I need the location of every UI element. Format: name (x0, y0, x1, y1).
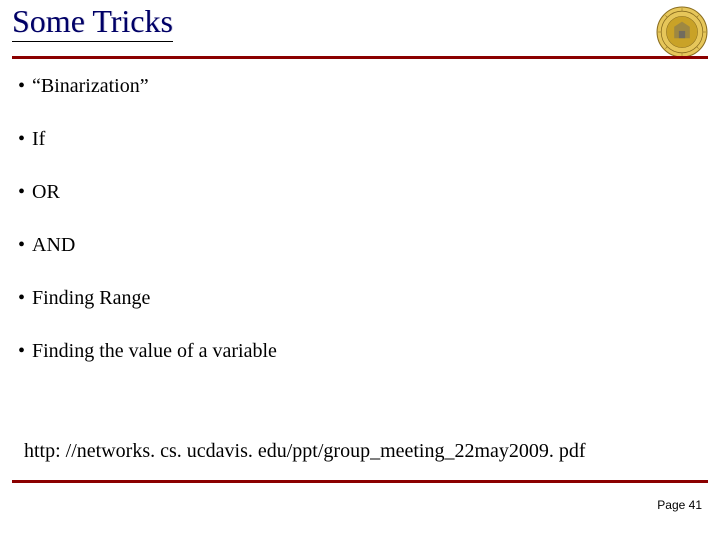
slide: Some Tricks •“Binarization” •If •OR •AND (0, 0, 720, 540)
reference-link: http: //networks. cs. ucdavis. edu/ppt/g… (24, 440, 586, 463)
slide-title: Some Tricks (12, 4, 173, 42)
list-item: •Finding Range (18, 286, 690, 311)
bullet-list: •“Binarization” •If •OR •AND •Finding Ra… (18, 74, 690, 392)
bullet-text: AND (32, 234, 75, 256)
bottom-rule (12, 480, 708, 483)
bullet-text: “Binarization” (32, 75, 149, 97)
bullet-text: OR (32, 181, 60, 203)
list-item: •If (18, 127, 690, 152)
list-item: •“Binarization” (18, 74, 690, 99)
list-item: •Finding the value of a variable (18, 339, 690, 364)
bullet-text: Finding Range (32, 287, 150, 309)
bullet-text: If (32, 128, 45, 150)
ucdavis-seal-icon (656, 6, 708, 58)
page-number: Page 41 (657, 498, 702, 512)
title-row: Some Tricks (12, 4, 708, 58)
top-rule (12, 56, 708, 59)
list-item: •OR (18, 180, 690, 205)
bullet-text: Finding the value of a variable (32, 340, 277, 362)
list-item: •AND (18, 233, 690, 258)
